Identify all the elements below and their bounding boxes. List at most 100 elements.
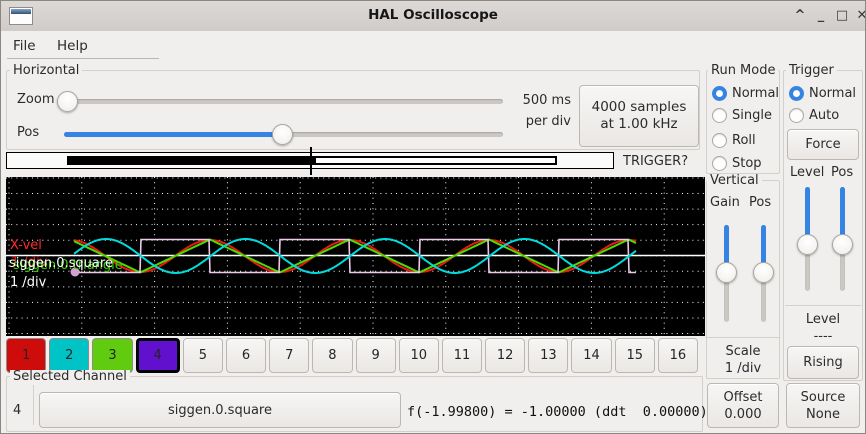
channel-button-row: 1 2 3 4 5 6 7 8 9 10 11 12 13 14 15 16 [6, 338, 698, 373]
selected-channel-marker [70, 267, 80, 277]
channel-1-cosine-trace [73, 239, 637, 273]
channel-source-button[interactable]: siggen.0.square [39, 392, 401, 428]
scope-label: 1 /div [10, 275, 47, 290]
vertical-pos-label: Pos [749, 195, 772, 210]
timebase-value: 500 ms [522, 93, 571, 108]
trigger-source-caption: Source [800, 389, 846, 405]
trigger-level-slider[interactable] [796, 187, 819, 291]
channel-button-11[interactable]: 11 [441, 338, 483, 373]
radio-indicator[interactable] [712, 132, 727, 148]
run-mode-option-stop[interactable]: Stop [712, 154, 762, 172]
channel-button-1[interactable]: 1 [6, 338, 47, 373]
trigger-level-caption: Level [805, 312, 841, 327]
channel-button-13[interactable]: 13 [528, 338, 569, 373]
divider [785, 305, 861, 306]
run-mode-option-single[interactable]: Single [712, 106, 772, 124]
channel-button-15[interactable]: 15 [614, 338, 655, 373]
samples-line2: at 1.00 kHz [600, 116, 678, 132]
offset-button[interactable]: Offset 0.000 [707, 383, 779, 428]
titlebar: HAL Oscilloscope ^ _ □ ✕ [1, 1, 865, 32]
selected-channel-frame [6, 376, 703, 432]
scope-label: 1 /div [11, 255, 48, 270]
zoom-slider[interactable] [57, 90, 503, 112]
radio-indicator[interactable] [712, 155, 727, 171]
run-mode-option-roll[interactable]: Roll [712, 131, 756, 149]
run-mode-option-label: Single [732, 107, 772, 123]
trigger-source-value: None [806, 406, 840, 422]
radio-indicator[interactable] [712, 107, 727, 123]
run-mode-option-normal[interactable]: Normal [712, 84, 779, 102]
channel-button-10[interactable]: 10 [398, 338, 439, 373]
scale-value: 1 /div [724, 361, 762, 376]
channel-button-7[interactable]: 7 [269, 338, 310, 373]
record-filled-bar [67, 156, 314, 165]
trigger-pos-slider-thumb[interactable] [832, 234, 853, 255]
channel-button-5[interactable]: 5 [182, 338, 223, 373]
pos-slider-thumb[interactable] [272, 124, 293, 145]
record-trigger-cursor [310, 147, 312, 175]
channel-2-sine-trace [73, 238, 637, 274]
scope-display[interactable]: X-vel 1 /div siggen.0.triangle siggen.0.squ… [6, 177, 705, 336]
channel-button-9[interactable]: 9 [355, 338, 396, 373]
scope-label: X-vel [10, 238, 42, 253]
divider [33, 385, 34, 425]
samples-button[interactable]: 4000 samples at 1.00 kHz [579, 85, 699, 147]
gain-slider[interactable] [715, 225, 738, 322]
scale-caption: Scale [725, 344, 761, 359]
trigger-option-label: Normal [809, 85, 857, 101]
menubar: File Help [1, 31, 865, 59]
trigger-pos-slider[interactable] [831, 187, 854, 291]
channel-button-16[interactable]: 16 [657, 338, 698, 373]
channel-button-6[interactable]: 6 [225, 338, 267, 373]
gain-label: Gain [710, 195, 740, 210]
channel-value-readout: f(-1.99800) = -1.00000 (ddt 0.00000) [407, 404, 708, 420]
force-label: Force [805, 137, 841, 152]
force-button[interactable]: Force [787, 129, 859, 160]
gain-slider-thumb[interactable] [716, 262, 737, 283]
trigger-source-button[interactable]: Source None [786, 383, 860, 428]
zoom-slider-thumb[interactable] [57, 91, 78, 112]
window-icon[interactable] [9, 7, 33, 25]
menu-file[interactable]: File [13, 38, 36, 54]
divider [707, 337, 779, 338]
vertical-frame-label: Vertical [707, 174, 762, 187]
radio-indicator[interactable] [789, 107, 804, 123]
vertical-pos-slider[interactable] [752, 225, 775, 322]
trigger-level-slider-thumb[interactable] [797, 234, 818, 255]
run-mode-option-label: Normal [732, 85, 780, 101]
trigger-level-slider-label: Level [790, 165, 825, 180]
shade-icon[interactable]: ^ [794, 8, 806, 23]
channel-button-12[interactable]: 12 [485, 338, 526, 373]
channel-button-14[interactable]: 14 [571, 338, 612, 373]
menu-help[interactable]: Help [57, 38, 88, 54]
vertical-pos-slider-thumb[interactable] [753, 262, 774, 283]
minimize-icon[interactable]: _ [817, 8, 825, 23]
channel-button-4[interactable]: 4 [135, 338, 180, 373]
run-mode-frame-label: Run Mode [708, 64, 779, 77]
radio-indicator[interactable] [789, 85, 804, 101]
trigger-option-auto[interactable]: Auto [789, 106, 839, 124]
record-pretrigger-bar [314, 156, 557, 165]
zoom-slider-track[interactable] [57, 99, 503, 104]
channel-4-square-trace [74, 238, 636, 274]
maximize-icon[interactable]: □ [835, 8, 849, 23]
channel-button-3[interactable]: 3 [92, 338, 133, 373]
trigger-edge-button[interactable]: Rising [787, 346, 859, 379]
window-title: HAL Oscilloscope [368, 7, 498, 23]
scope-label: siggen.0.square [9, 256, 113, 271]
channel-button-2[interactable]: 2 [49, 338, 90, 373]
pos-slider[interactable] [64, 123, 503, 145]
channel-button-8[interactable]: 8 [312, 338, 353, 373]
channel-source-name: siggen.0.square [168, 402, 272, 418]
trigger-option-normal[interactable]: Normal [789, 84, 856, 102]
pos-label: Pos [17, 125, 40, 140]
scope-waveforms [6, 177, 705, 336]
close-icon[interactable]: ✕ [852, 5, 865, 27]
horizontal-frame-label: Horizontal [10, 64, 83, 77]
trigger-edge-label: Rising [803, 355, 843, 370]
timebase-unit: per div [525, 114, 571, 129]
trigger-frame-label: Trigger [786, 64, 837, 77]
channel-3-triangle-trace [73, 238, 637, 274]
radio-indicator[interactable] [712, 85, 727, 101]
